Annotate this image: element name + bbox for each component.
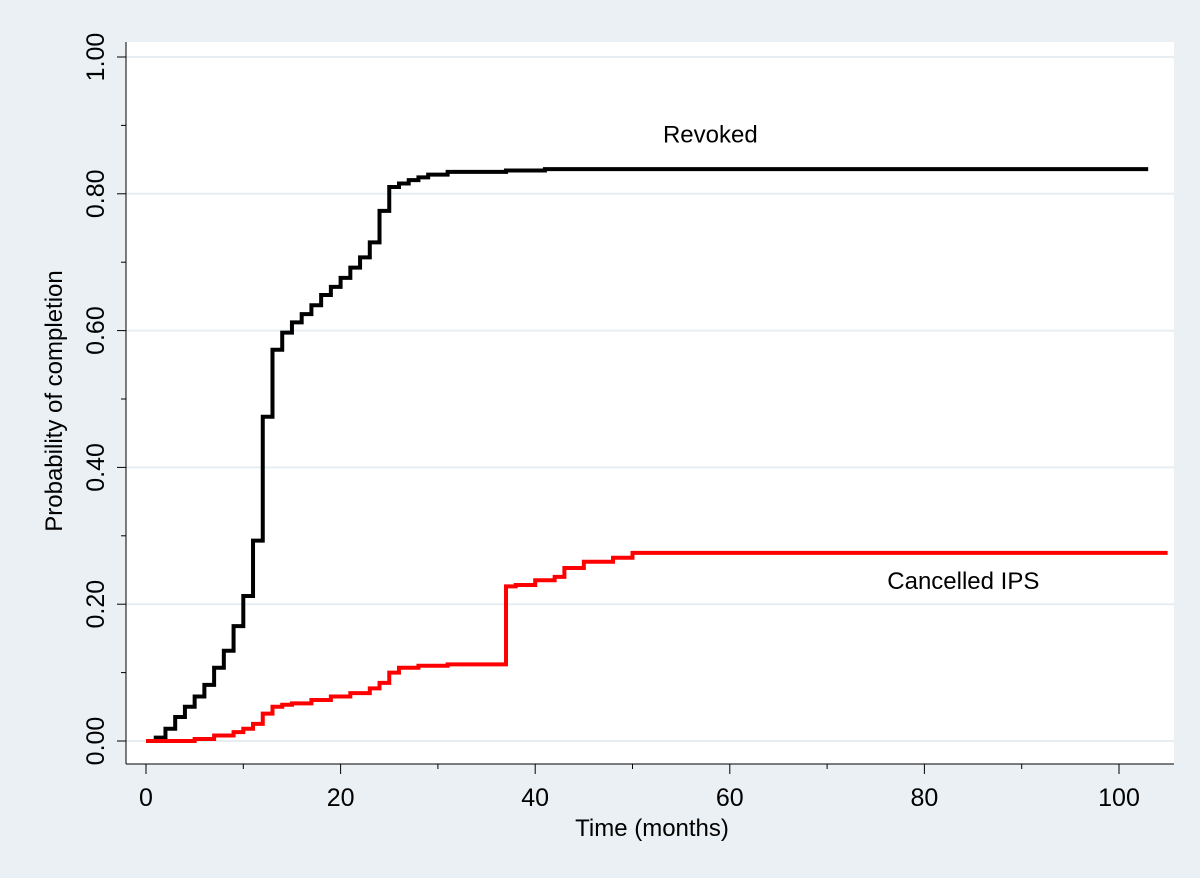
series-lines [146,167,1168,743]
x-tick-label: 20 [327,784,355,812]
x-tick-label: 80 [910,784,938,812]
x-axis-title: Time (months) [575,815,729,842]
series-line-revoked [146,167,1149,743]
y-tick-label: 0.80 [82,169,110,218]
series-line-cancelled-ips [146,550,1168,743]
series-annotation: Revoked [663,122,758,149]
y-tick-label: 0.20 [82,580,110,629]
axis-ticks: 0.00 0.20 0.40 0.60 0.80 1.00 0 20 40 60 80 100 [82,33,1140,812]
x-tick-label: 100 [1098,784,1140,812]
plot-area [126,42,1174,764]
y-tick-label: 0.40 [82,443,110,492]
x-tick-label: 0 [139,784,153,812]
x-tick-label: 60 [716,784,744,812]
grid-lines [126,56,1174,742]
series-annotation: Cancelled IPS [887,568,1039,595]
y-tick-label: 0.00 [82,717,110,766]
y-axis-title: Probability of completion [41,270,68,531]
x-tick-label: 40 [521,784,549,812]
series-annotations: Revoked Cancelled IPS [663,122,1039,596]
y-tick-label: 1.00 [82,33,110,82]
y-tick-label: 0.60 [82,306,110,355]
